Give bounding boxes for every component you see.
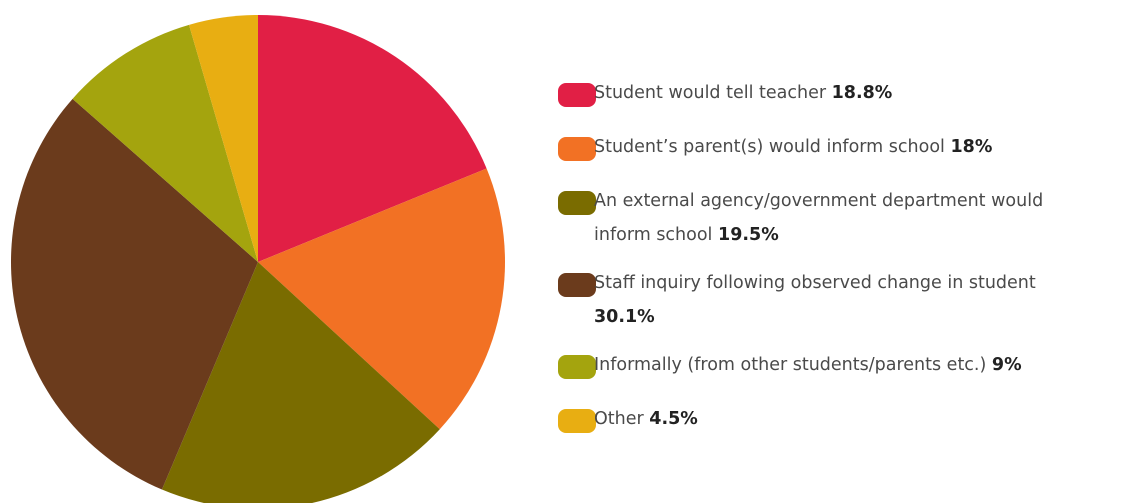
pie-slice-informally	[72, 24, 258, 263]
legend-value: 4.5%	[649, 409, 698, 429]
legend-label: Other	[594, 409, 644, 429]
legend-label: An external agency/government department…	[594, 191, 1044, 245]
legend-label: Staff inquiry following observed change …	[594, 273, 1036, 293]
pie-slice-parent-inform-school	[258, 168, 506, 430]
legend-swatch	[558, 137, 596, 161]
legend-value: 30.1%	[594, 307, 655, 327]
legend-item-external-agency: An external agency/government department…	[556, 184, 1064, 252]
legend-swatch	[558, 409, 596, 433]
legend-label: Student’s parent(s) would inform school	[594, 137, 945, 157]
pie-slice-external-agency	[161, 262, 440, 503]
legend-item-student-tell-teacher: Student would tell teacher 18.8%	[556, 76, 1116, 110]
legend-item-informally: Informally (from other students/parents …	[556, 348, 1116, 382]
legend-swatch	[558, 355, 596, 379]
pie-chart	[10, 15, 506, 503]
legend-label: Informally (from other students/parents …	[594, 355, 987, 375]
pie-slice-staff-inquiry	[10, 98, 258, 490]
legend-value: 18%	[950, 137, 993, 157]
legend-value: 18.8%	[831, 83, 893, 103]
legend-swatch	[558, 83, 596, 107]
legend-swatch	[558, 191, 596, 215]
pie-slice-student-tell-teacher	[258, 15, 487, 262]
legend-item-other: Other 4.5%	[556, 402, 1116, 436]
legend: Student would tell teacher 18.8% Student…	[556, 76, 1116, 456]
legend-item-staff-inquiry: Staff inquiry following observed change …	[556, 266, 1064, 334]
legend-value: 19.5%	[718, 225, 779, 245]
legend-swatch	[558, 273, 596, 297]
pie-slice-other	[189, 15, 258, 262]
legend-value: 9%	[991, 355, 1022, 375]
legend-label: Student would tell teacher	[594, 83, 827, 103]
legend-item-parent-inform-school: Student’s parent(s) would inform school …	[556, 130, 1116, 164]
